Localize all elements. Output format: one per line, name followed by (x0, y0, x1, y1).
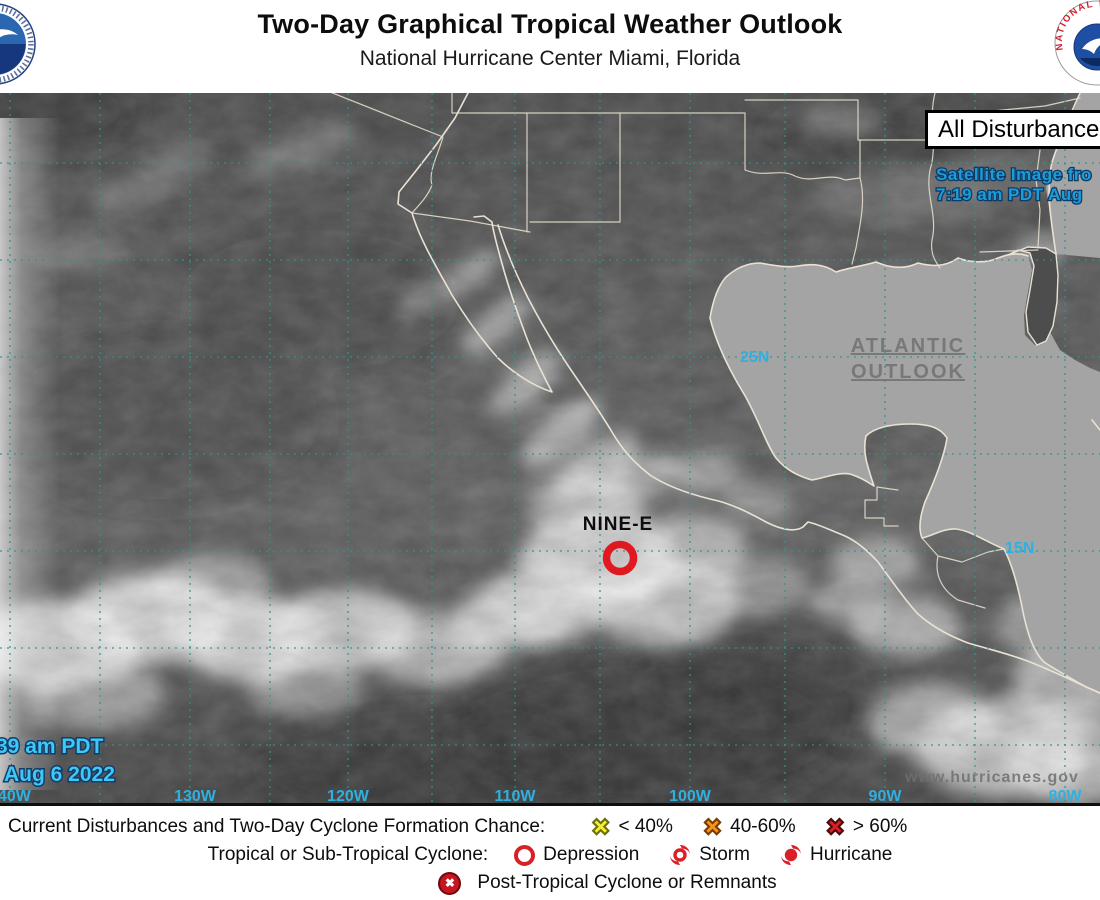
cyclone-type-row: Tropical or Sub-Tropical Cyclone: Depres… (0, 841, 1100, 869)
page-subtitle: National Hurricane Center Miami, Florida (359, 47, 741, 70)
formation-item-label: 40-60% (730, 816, 796, 837)
map-bottom-border (0, 803, 1100, 806)
storm-label: NINE-E (583, 514, 653, 535)
atlantic-outlook-label-line2: OUTLOOK (851, 361, 965, 383)
cyclone-item-label: Hurricane (809, 844, 893, 865)
cyclone-item-label: Depression (543, 844, 640, 865)
florida-landmass (1007, 246, 1059, 346)
yellow-x-icon: ✖ (591, 813, 612, 840)
depression-marker-icon (602, 540, 638, 576)
cyclone-item-label: Storm (699, 844, 750, 865)
latitude-labels: 25N 15N (740, 349, 1034, 557)
atlantic-outlook-label-line1: ATLANTIC (851, 335, 966, 357)
noaa-logo-icon (0, 3, 36, 85)
graticule-grid (0, 93, 1100, 806)
formation-item-label: > 60% (852, 816, 908, 837)
issued-line1: 39 am PDT (0, 735, 104, 758)
cyclone-type-title: Tropical or Sub-Tropical Cyclone: (207, 844, 489, 865)
lat-label: 25N (740, 349, 769, 366)
formation-item-medium: ✖ 40-60% (702, 813, 796, 840)
orange-x-icon: ✖ (702, 813, 723, 840)
satellite-caption-line2: 7:19 am PDT Aug (936, 185, 1083, 204)
issued-timestamp: 39 am PDT Aug 6 2022 (0, 734, 116, 788)
lon-label: 130W (174, 788, 217, 805)
storm-icon (669, 844, 691, 866)
lat-label: 15N (1005, 540, 1034, 557)
legend: Current Disturbances and Two-Day Cyclone… (0, 806, 1100, 900)
post-tropical-icon: ✖ (438, 871, 462, 895)
formation-chance-title: Current Disturbances and Two-Day Cyclone… (8, 816, 546, 837)
lon-label: 120W (327, 788, 370, 805)
lon-label: 80W (1049, 788, 1083, 805)
post-tropical-row: ✖ Post-Tropical Cyclone or Remnants (0, 869, 1100, 897)
longitude-labels: 140W 130W 120W 110W 100W 90W 80W (0, 788, 1082, 805)
all-disturbances-tab[interactable]: All Disturbances (925, 110, 1100, 149)
red-x-icon: ✖ (825, 813, 846, 840)
formation-chance-row: Current Disturbances and Two-Day Cyclone… (0, 813, 1100, 841)
lon-label: 140W (0, 788, 32, 805)
formation-item-high: ✖ > 60% (825, 813, 908, 840)
cyclone-item-storm: Storm (669, 844, 750, 866)
header: Two-Day Graphical Tropical Weather Outlo… (0, 0, 1100, 93)
lon-label: 100W (669, 788, 712, 805)
satellite-caption: Satellite Image fro 7:19 am PDT Aug (935, 164, 1093, 206)
lon-label: 110W (495, 788, 537, 805)
cloud-grain-dark (0, 93, 1100, 806)
watermark: www.hurricanes.gov (904, 769, 1079, 786)
nws-logo-icon: NATIONAL WEATHER SERVICE (1054, 0, 1100, 86)
satellite-caption-line1: Satellite Image fro (936, 165, 1092, 184)
post-tropical-label: Post-Tropical Cyclone or Remnants (477, 872, 777, 893)
page-title: Two-Day Graphical Tropical Weather Outlo… (257, 9, 843, 39)
formation-item-low: ✖ < 40% (591, 813, 673, 840)
cyclone-item-depression: Depression (514, 844, 639, 866)
disturbance-nine-e[interactable]: NINE-E (583, 514, 653, 576)
formation-item-label: < 40% (618, 816, 673, 837)
issued-line2: Aug 6 2022 (4, 763, 115, 786)
satellite-map-graphic: ATLANTIC OUTLOOK www.hurricanes.gov 140W… (0, 93, 1100, 806)
satellite-map[interactable]: ATLANTIC OUTLOOK www.hurricanes.gov 140W… (0, 93, 1100, 806)
cyclone-item-hurricane: Hurricane (780, 844, 892, 866)
hurricane-icon (780, 844, 802, 866)
lon-label: 90W (869, 788, 903, 805)
depression-icon (514, 844, 536, 866)
